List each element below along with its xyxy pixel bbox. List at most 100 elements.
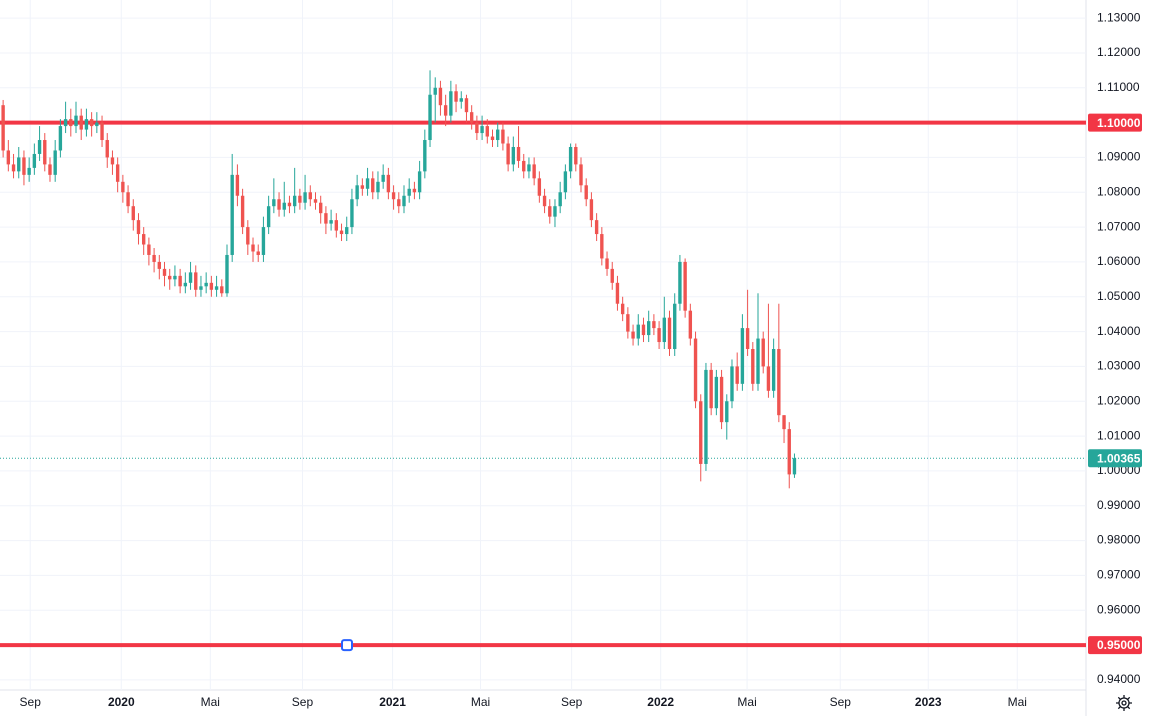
candle-body <box>324 213 328 224</box>
level-tag <box>1088 636 1142 655</box>
candle-body <box>579 164 583 186</box>
candle-body <box>589 199 594 221</box>
candle-body <box>157 261 161 269</box>
candle-body <box>490 136 495 141</box>
candle-body <box>308 192 312 200</box>
candle-body <box>485 126 489 137</box>
candle-body <box>423 140 427 172</box>
candle-body <box>256 251 260 255</box>
candle-body <box>230 174 234 255</box>
candle-body <box>620 303 625 315</box>
candle-body <box>391 192 396 200</box>
y-tick-label: 0.99000 <box>1097 498 1141 512</box>
candle-body <box>673 303 677 350</box>
candle-body <box>350 199 354 228</box>
level-handle[interactable] <box>341 639 353 652</box>
candle-body <box>417 171 422 193</box>
candle-body <box>152 254 156 262</box>
candle-body <box>32 153 37 168</box>
x-tick-label: Mai <box>737 695 756 709</box>
candle-body <box>355 185 359 200</box>
candle-body <box>662 317 666 343</box>
candle-body <box>89 119 94 127</box>
candle-body <box>610 268 614 283</box>
candle-body <box>771 349 776 391</box>
candle-body <box>714 376 719 409</box>
candle-body <box>475 122 479 134</box>
candle-body <box>449 91 453 116</box>
candle-body <box>522 160 526 172</box>
candle-body <box>225 254 229 294</box>
candle-body <box>131 206 135 221</box>
candle-body <box>683 261 687 311</box>
candle-body <box>74 115 78 127</box>
candle-body <box>277 199 281 210</box>
candle-body <box>173 275 177 280</box>
candle-body <box>313 199 318 203</box>
candle-body <box>188 272 193 283</box>
candle-body <box>178 275 182 287</box>
candle-body <box>126 192 130 207</box>
level-label: 0.95000 <box>1097 638 1141 652</box>
candle-body <box>548 206 552 217</box>
candle-body <box>443 105 448 116</box>
y-tick-label: 1.07000 <box>1097 219 1141 233</box>
candle-body <box>183 282 188 287</box>
x-tick-label: Sep <box>830 695 852 709</box>
x-tick-label: Sep <box>561 695 583 709</box>
candle-body <box>11 164 16 172</box>
candle-body <box>220 286 224 294</box>
candle-body <box>516 146 521 161</box>
candle-body <box>147 244 151 255</box>
candle-body <box>319 202 323 214</box>
candle-body <box>469 112 474 123</box>
y-tick-label: 1.12000 <box>1097 45 1141 59</box>
candle-body <box>506 143 510 165</box>
candle-body <box>298 195 302 203</box>
candle-body <box>235 174 240 196</box>
candle-body <box>688 310 693 339</box>
candle-body <box>558 192 562 207</box>
candle-body <box>345 227 349 235</box>
x-tick-label: Sep <box>20 695 42 709</box>
candle-body <box>110 157 115 165</box>
candle-body <box>121 181 125 193</box>
y-tick-label: 1.01000 <box>1097 428 1141 442</box>
candle-body <box>17 157 21 172</box>
candle-body <box>105 140 109 158</box>
candle-body <box>6 150 11 165</box>
candle-body <box>272 199 276 207</box>
candle-body <box>162 268 167 276</box>
candle-body <box>636 324 640 339</box>
candle-body <box>214 286 219 290</box>
candle-body <box>407 188 411 196</box>
y-tick-label: 1.03000 <box>1097 359 1141 373</box>
candle-body <box>751 349 755 384</box>
candle-body <box>725 401 729 423</box>
candle-body <box>428 94 432 141</box>
x-tick-label: 2020 <box>108 695 135 709</box>
candle-body <box>240 195 245 228</box>
grid <box>0 0 1086 690</box>
y-tick-label: 1.06000 <box>1097 254 1141 268</box>
last-price-tag <box>1088 449 1142 468</box>
candle-body <box>292 195 297 207</box>
level-tag <box>1088 113 1142 132</box>
levels <box>0 120 1086 652</box>
candle-body <box>699 401 703 464</box>
y-tick-label: 0.97000 <box>1097 568 1141 582</box>
candle-body <box>95 122 99 127</box>
candle-body <box>537 178 542 196</box>
candle-body <box>464 98 469 113</box>
candle-body <box>782 415 786 430</box>
candle-body <box>553 206 557 217</box>
candle-body <box>777 349 781 416</box>
candle-body <box>594 220 599 235</box>
x-tick-label: Mai <box>1008 695 1027 709</box>
candle-body <box>84 119 89 130</box>
settings-icon[interactable] <box>1116 695 1132 711</box>
candle-body <box>641 324 646 336</box>
candle-body <box>756 338 760 384</box>
x-tick-label: 2021 <box>379 695 406 709</box>
